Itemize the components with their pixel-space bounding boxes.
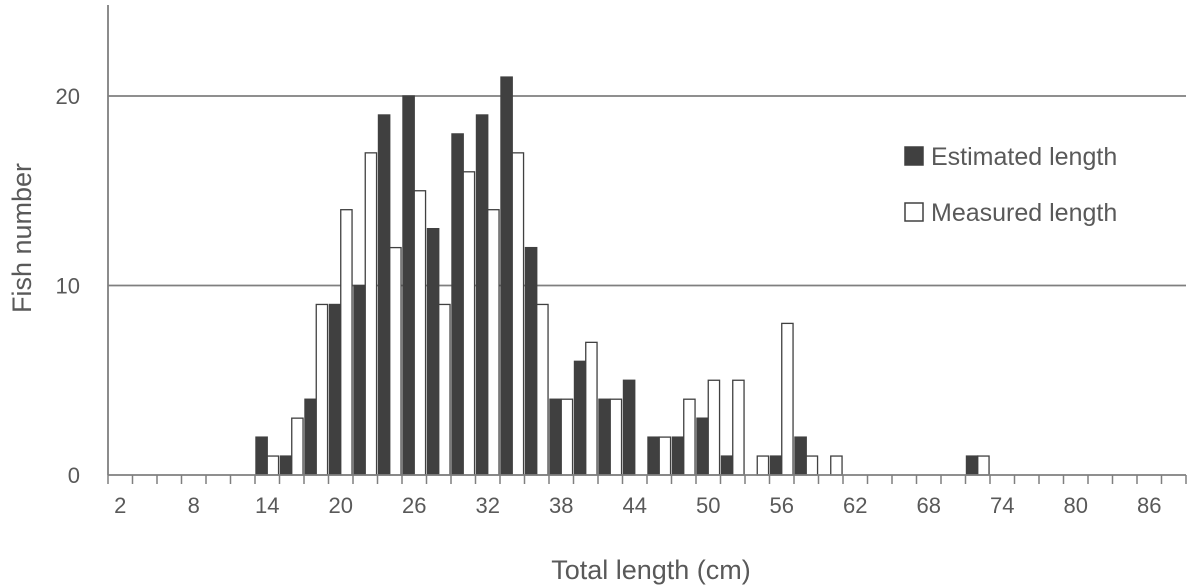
bar-measured-60: [830, 455, 843, 476]
x-tick-label-2: 2: [114, 493, 126, 518]
bar-measured-38: [560, 398, 574, 476]
x-tick-label-38: 38: [549, 493, 573, 518]
bar-estimated-24: [377, 114, 391, 476]
bar-measured-58: [805, 455, 819, 476]
gridlines: [108, 95, 1186, 287]
legend-label-estimated: Estimated length: [931, 143, 1117, 171]
bar-measured-18: [315, 303, 329, 476]
x-axis-title: Total length (cm): [551, 555, 751, 585]
bar-estimated-30: [451, 133, 464, 476]
bar-estimated-50: [696, 417, 709, 476]
bar-measured-32: [487, 209, 500, 476]
tick-labels: 2 8 14 20 26 32 38 44 50 56 62 68 74 80 86 0 10 20: [56, 84, 1162, 518]
bar-measured-28: [438, 303, 451, 476]
bars: [255, 76, 990, 476]
bar-estimated-56: [769, 455, 783, 476]
bar-measured-46: [658, 436, 672, 476]
x-tick-label-80: 80: [1064, 493, 1088, 518]
bar-measured-36: [536, 303, 549, 476]
bar-measured-52: [732, 379, 745, 476]
bar-estimated-18: [304, 398, 317, 476]
bar-measured-14: [266, 455, 280, 476]
x-tick-label-74: 74: [990, 493, 1014, 518]
bar-estimated-40: [573, 360, 587, 476]
x-tick-label-56: 56: [770, 493, 794, 518]
y-axis-title: Fish number: [7, 163, 37, 313]
bar-measured-30: [462, 171, 476, 476]
bar-estimated-52: [720, 455, 734, 476]
bar-estimated-20: [328, 303, 342, 476]
bar-measured-20: [340, 209, 353, 476]
bar-estimated-36: [524, 246, 538, 476]
y-tick-label-0: 0: [68, 463, 80, 488]
bar-measured-22: [364, 152, 378, 476]
bar-measured-42: [609, 398, 623, 476]
bar-estimated-32: [475, 114, 489, 476]
bar-measured-34: [511, 152, 525, 476]
x-tick-label-26: 26: [402, 493, 426, 518]
y-tick-label-20: 20: [56, 84, 80, 109]
bar-measured-26: [413, 190, 427, 476]
legend-label-measured: Measured length: [931, 199, 1117, 227]
bar-measured-54: [756, 455, 770, 476]
bar-estimated-48: [671, 436, 685, 476]
y-tick-label-10: 10: [56, 274, 80, 299]
bar-estimated-42: [598, 398, 611, 476]
x-tick-label-62: 62: [843, 493, 867, 518]
bar-estimated-14: [255, 436, 268, 476]
bar-estimated-38: [549, 398, 562, 476]
x-tick-label-44: 44: [623, 493, 647, 518]
legend-swatch-estimated: [904, 146, 924, 166]
bar-estimated-58: [794, 436, 807, 476]
x-tick-label-14: 14: [255, 493, 279, 518]
bar-measured-72: [977, 455, 990, 476]
x-tick-label-20: 20: [329, 493, 353, 518]
x-tick-label-68: 68: [917, 493, 941, 518]
bar-estimated-44: [622, 379, 636, 476]
x-tick-label-50: 50: [696, 493, 720, 518]
bar-measured-16: [291, 417, 304, 476]
bar-estimated-26: [402, 95, 415, 476]
bar-measured-48: [683, 398, 696, 476]
bar-estimated-46: [647, 436, 660, 476]
bar-measured-40: [585, 341, 598, 476]
bar-estimated-72: [965, 455, 979, 476]
bar-estimated-16: [279, 455, 293, 476]
legend: Estimated length Measured length: [904, 143, 1117, 227]
x-tick-label-8: 8: [188, 493, 200, 518]
x-tick-label-86: 86: [1137, 493, 1161, 518]
bar-estimated-22: [353, 284, 366, 476]
bar-measured-50: [707, 379, 721, 476]
legend-swatch-measured: [904, 202, 924, 222]
bar-measured-24: [389, 246, 402, 476]
bar-measured-56: [781, 322, 794, 476]
bar-estimated-34: [500, 76, 513, 476]
bar-estimated-28: [426, 227, 440, 476]
x-tick-label-32: 32: [476, 493, 500, 518]
axes: [107, 5, 1187, 484]
